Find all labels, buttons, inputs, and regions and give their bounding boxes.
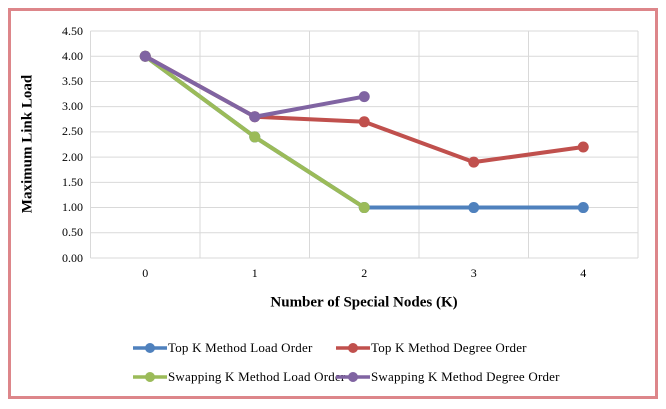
legend-marker-icon [336,371,370,382]
y-tick-label: 3.00 [62,99,83,114]
legend-label: Top K Method Load Order [168,339,313,355]
x-axis-title: Number of Special Nodes (K) [270,294,458,311]
y-tick-label: 2.50 [62,124,83,139]
x-tick-label: 0 [142,266,149,280]
x-tick-label: 2 [361,266,368,280]
x-tick-label: 3 [470,266,477,280]
legend-label: Swapping K Method Load Order [168,368,346,384]
y-tick-label: 2.00 [62,149,83,164]
legend-label: Top K Method Degree Order [371,339,527,355]
y-tick-label: 3.50 [62,73,83,88]
y-axis-title: Maximum Link Load [19,74,36,214]
y-tick-label: 1.50 [62,174,83,189]
figure-border-frame [8,8,658,399]
legend-marker-icon [133,342,167,353]
x-tick-label: 4 [580,266,587,280]
legend-item-swapping-k-method-degree-order: Swapping K Method Degree Order [336,369,560,384]
legend-item-top-k-method-load-order: Top K Method Load Order [133,340,313,355]
y-tick-label: 4.00 [62,48,83,63]
y-tick-label: 0.00 [62,250,83,265]
legend-marker-icon [133,371,167,382]
y-tick-label: 4.50 [62,23,83,38]
y-tick-label: 1.00 [62,200,83,215]
legend-item-top-k-method-degree-order: Top K Method Degree Order [336,340,527,355]
legend-marker-icon [336,342,370,353]
legend-label: Swapping K Method Degree Order [371,368,560,384]
y-tick-label: 0.50 [62,225,83,240]
legend-item-swapping-k-method-load-order: Swapping K Method Load Order [133,369,345,384]
x-tick-label: 1 [251,266,258,280]
